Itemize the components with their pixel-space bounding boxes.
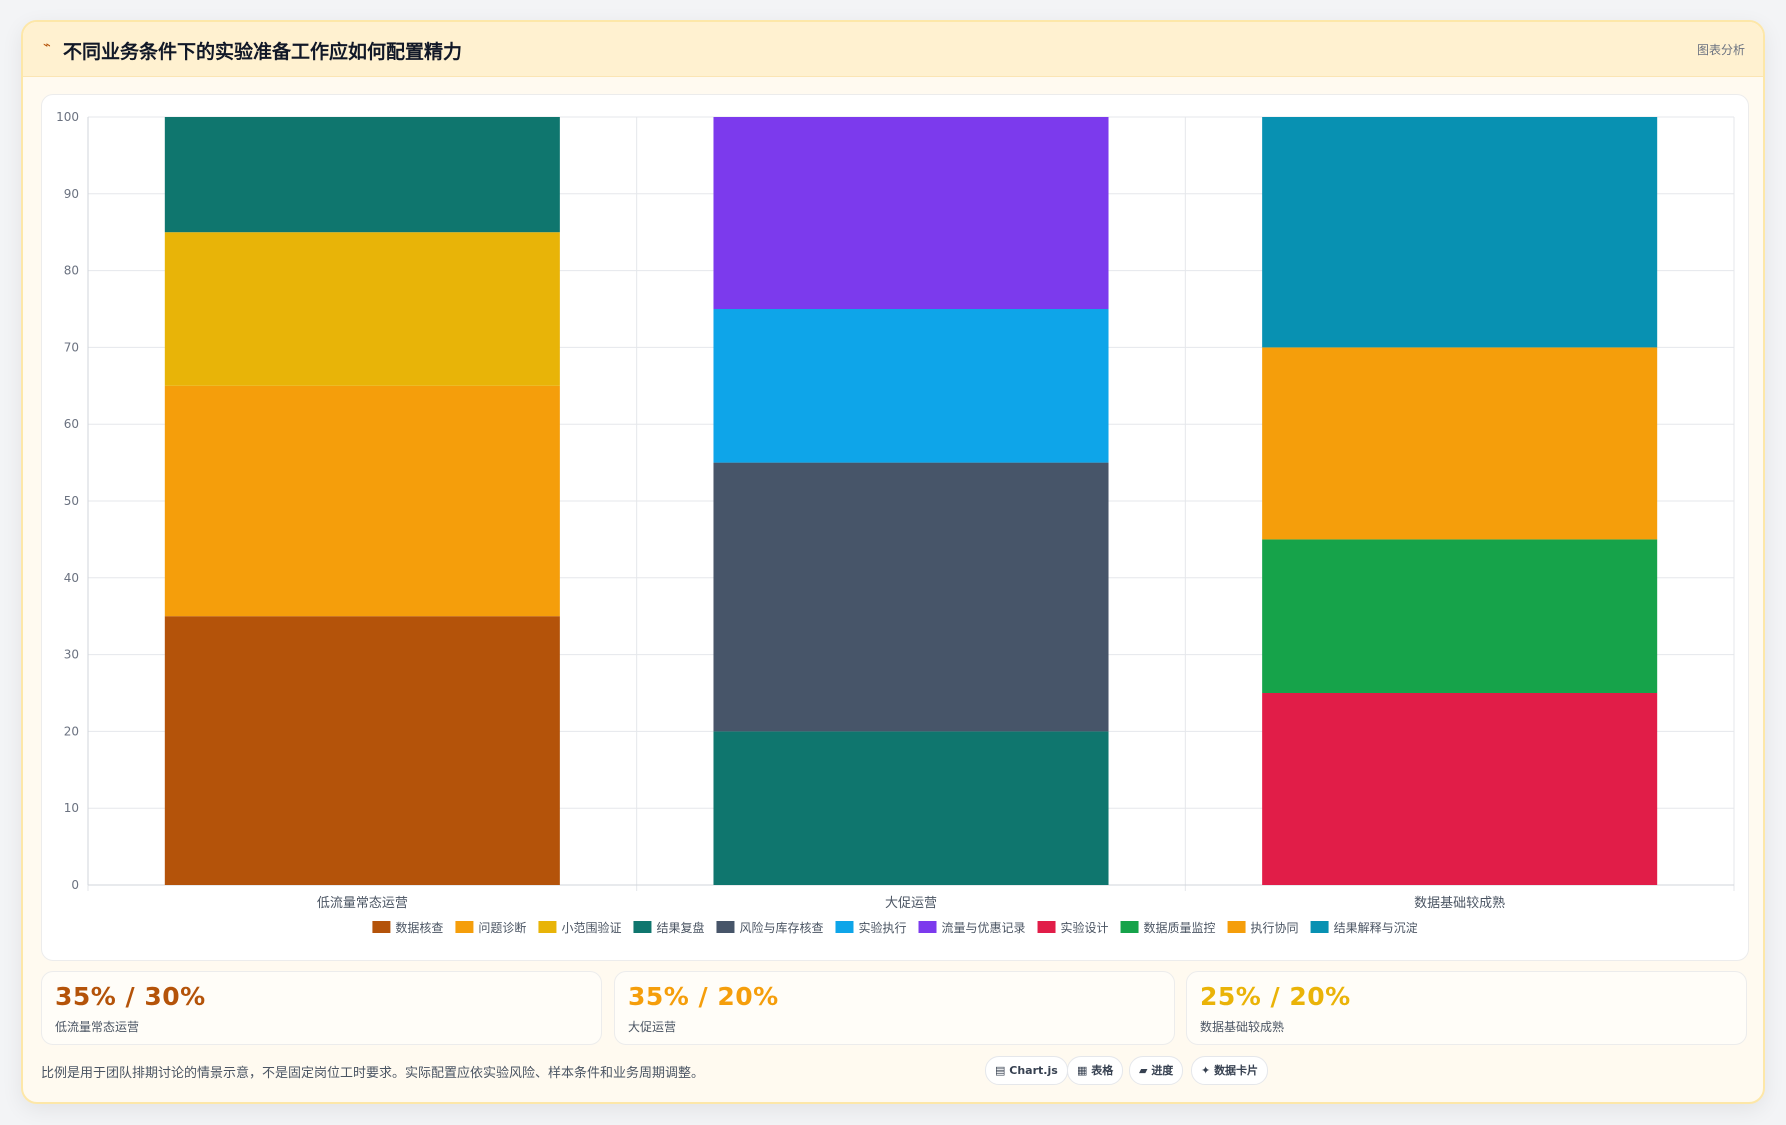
- y-tick-label: 60: [64, 417, 79, 431]
- bar-segment: [164, 385, 560, 617]
- legend-swatch[interactable]: [1037, 921, 1056, 933]
- tag-data-card[interactable]: ✦ 数据卡片: [1191, 1056, 1269, 1085]
- y-tick-label: 90: [64, 187, 79, 201]
- bar-segment: [713, 117, 1109, 309]
- legend-label[interactable]: 结果复盘: [656, 920, 704, 935]
- footer-note: 比例是用于团队排期讨论的情景示意，不是固定岗位工时要求。实际配置应依实验风险、样…: [41, 1066, 705, 1081]
- legend-swatch[interactable]: [538, 921, 557, 933]
- y-tick-label: 100: [56, 110, 79, 124]
- stat-card-low-traffic: 35% / 30% 低流量常态运营: [41, 971, 602, 1045]
- legend-swatch[interactable]: [1310, 921, 1329, 933]
- y-tick-label: 30: [64, 648, 79, 662]
- bar-segment: [1262, 539, 1658, 693]
- trend-icon: ⌁: [43, 38, 51, 53]
- legend-swatch[interactable]: [716, 921, 735, 933]
- bar-segment: [713, 462, 1109, 732]
- progress-icon: ▰: [1139, 1064, 1148, 1077]
- y-tick-label: 50: [64, 494, 79, 508]
- tag-label: 数据卡片: [1214, 1064, 1259, 1077]
- legend-swatch[interactable]: [372, 921, 391, 933]
- stacked-bar-chart: 0 10 20 30 40 50 60 70 80 90 100 低流量常态运营 大促运营 数据基础较成熟…: [56, 110, 1735, 935]
- stat-label: 数据基础较成熟: [1200, 1020, 1285, 1034]
- chart-card: ⌁ 不同业务条件下的实验准备工作应如何配置精力 图表分析 0 10 20 30 40 50…: [21, 20, 1765, 1104]
- tag-table[interactable]: ▦ 表格: [1067, 1056, 1124, 1085]
- legend-label[interactable]: 小范围验证: [561, 920, 621, 935]
- card-icon: ✦: [1201, 1064, 1211, 1077]
- legend-label[interactable]: 实验设计: [1061, 920, 1109, 935]
- tag-label: 表格: [1091, 1064, 1114, 1077]
- legend-label[interactable]: 结果解释与沉淀: [1334, 921, 1418, 935]
- stat-label: 大促运营: [628, 1020, 677, 1034]
- chart-legend: 数据核查 问题诊断 小范围验证 结果复盘 风险与库存核查 实验执行 流量与优惠记录 实验设计 数…: [372, 920, 1418, 935]
- bar-segment: [713, 731, 1109, 885]
- tag-label: 进度: [1151, 1064, 1174, 1077]
- legend-label[interactable]: 流量与优惠记录: [942, 921, 1026, 935]
- chart-icon: ▤: [995, 1064, 1006, 1077]
- legend-swatch[interactable]: [455, 921, 474, 933]
- bar-segment: [164, 616, 560, 885]
- x-tick-label: 低流量常态运营: [317, 896, 408, 911]
- bar-segment: [1262, 117, 1658, 348]
- stat-value: 35% / 30%: [55, 982, 206, 1011]
- legend-swatch[interactable]: [633, 921, 652, 933]
- bar-segment: [164, 232, 560, 386]
- card-header: ⌁ 不同业务条件下的实验准备工作应如何配置精力 图表分析: [23, 22, 1763, 77]
- legend-label[interactable]: 数据质量监控: [1144, 920, 1216, 935]
- y-tick-label: 10: [64, 801, 79, 815]
- legend-label[interactable]: 问题诊断: [478, 920, 526, 935]
- legend-swatch[interactable]: [1120, 921, 1139, 933]
- tag-chartjs[interactable]: ▤ Chart.js: [985, 1056, 1068, 1085]
- stat-value: 35% / 20%: [628, 982, 779, 1011]
- bar-segment: [1262, 347, 1658, 540]
- legend-swatch[interactable]: [1227, 921, 1246, 933]
- chart-area: 0 10 20 30 40 50 60 70 80 90 100 低流量常态运营 大促运营 数据基础较成熟…: [41, 94, 1749, 961]
- legend-swatch[interactable]: [918, 921, 937, 933]
- bar-segment: [713, 309, 1109, 463]
- chart-title: 不同业务条件下的实验准备工作应如何配置精力: [63, 41, 463, 63]
- y-tick-label: 20: [64, 724, 79, 738]
- legend-label[interactable]: 执行协同: [1251, 920, 1299, 935]
- legend-label[interactable]: 数据核查: [395, 920, 443, 935]
- tag-label: Chart.js: [1009, 1064, 1058, 1077]
- stat-card-promotion: 35% / 20% 大促运营: [614, 971, 1175, 1045]
- y-tick-label: 0: [71, 878, 79, 892]
- stat-label: 低流量常态运营: [55, 1020, 140, 1034]
- y-tick-label: 80: [64, 264, 79, 278]
- y-tick-label: 40: [64, 571, 79, 585]
- bar-segment: [1262, 693, 1658, 885]
- tag-progress[interactable]: ▰ 进度: [1129, 1056, 1184, 1085]
- table-icon: ▦: [1077, 1064, 1088, 1077]
- bar-segment: [164, 117, 560, 233]
- chart-analysis-link[interactable]: 图表分析: [1696, 43, 1745, 57]
- legend-label[interactable]: 实验执行: [858, 920, 906, 935]
- legend-swatch[interactable]: [835, 921, 854, 933]
- legend-label[interactable]: 风险与库存核查: [739, 920, 823, 935]
- stat-cards: 35% / 30% 低流量常态运营 35% / 20% 大促运营 25% / 2…: [41, 971, 1749, 1045]
- x-tick-label: 大促运营: [885, 896, 937, 911]
- x-tick-label: 数据基础较成熟: [1414, 895, 1505, 911]
- stat-card-mature-data: 25% / 20% 数据基础较成熟: [1186, 971, 1747, 1045]
- stat-value: 25% / 20%: [1200, 982, 1351, 1011]
- y-tick-label: 70: [64, 340, 79, 354]
